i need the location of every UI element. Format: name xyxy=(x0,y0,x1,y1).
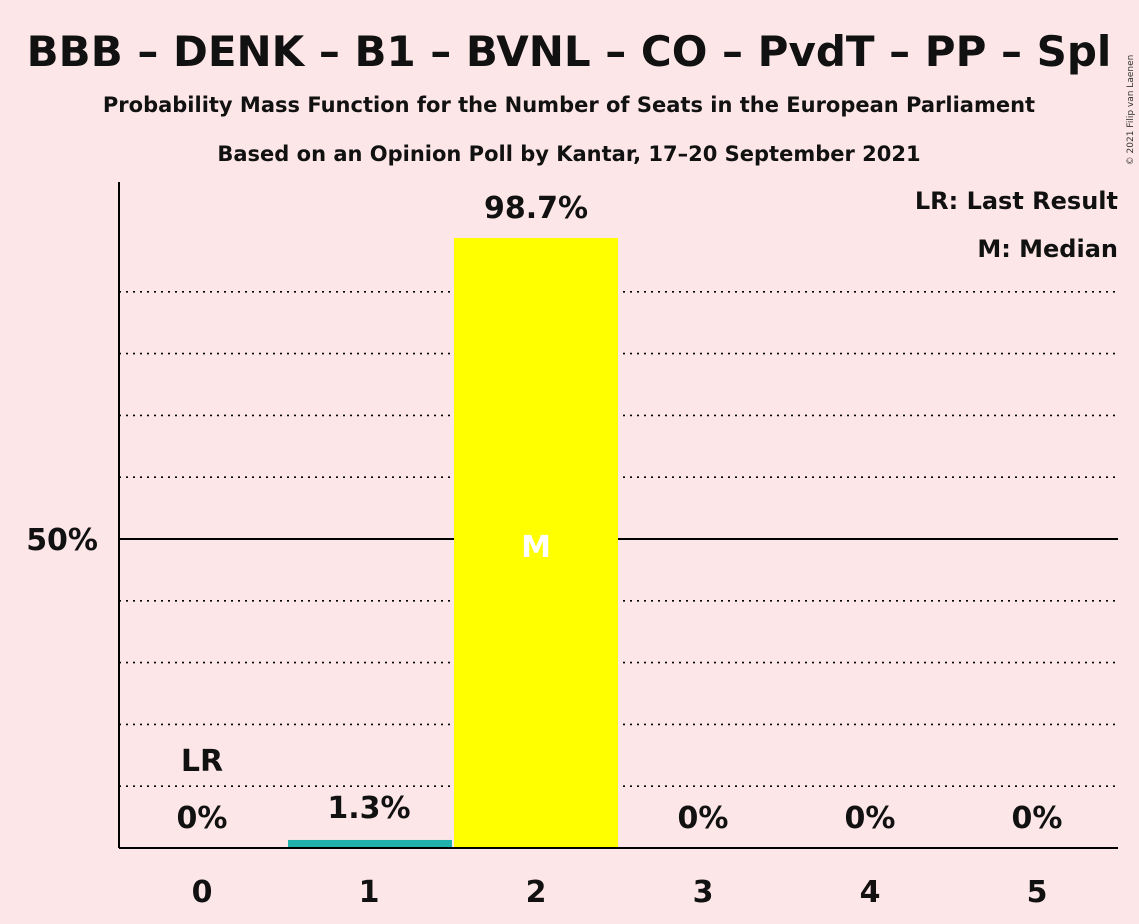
legend-last-result: LR: Last Result xyxy=(915,187,1118,215)
median-marker: M xyxy=(521,530,551,565)
bar-label-4: 0% xyxy=(845,801,896,836)
bar-label-5: 0% xyxy=(1012,801,1063,836)
chart-title: BBB – DENK – B1 – BVNL – CO – PvdT – PP … xyxy=(27,27,1112,76)
x-tick-3: 3 xyxy=(693,875,714,910)
chart-subtitle-method: Probability Mass Function for the Number… xyxy=(103,93,1035,117)
bar-label-1: 1.3% xyxy=(327,791,410,826)
chart-subtitle-poll: Based on an Opinion Poll by Kantar, 17–2… xyxy=(217,142,920,166)
y-tick-label: 50% xyxy=(26,523,98,558)
x-axis-ticks: 0 1 2 3 4 5 xyxy=(192,875,1048,910)
x-tick-0: 0 xyxy=(192,875,213,910)
bars xyxy=(288,238,618,848)
x-tick-5: 5 xyxy=(1027,875,1048,910)
last-result-marker: LR xyxy=(181,744,223,779)
bar-2 xyxy=(454,238,618,848)
x-tick-1: 1 xyxy=(359,875,380,910)
x-tick-4: 4 xyxy=(860,875,881,910)
copyright-note: © 2021 Filip van Laenen xyxy=(1126,55,1136,166)
bar-label-2: 98.7% xyxy=(484,191,588,226)
bar-label-3: 0% xyxy=(678,801,729,836)
legend-median: M: Median xyxy=(977,235,1118,263)
bar-labels: 0% 1.3% 98.7% 0% 0% 0% M LR xyxy=(177,191,1063,836)
gridlines xyxy=(119,290,1118,788)
bar-1 xyxy=(288,839,452,848)
bar-label-0: 0% xyxy=(177,801,228,836)
x-tick-2: 2 xyxy=(526,875,547,910)
